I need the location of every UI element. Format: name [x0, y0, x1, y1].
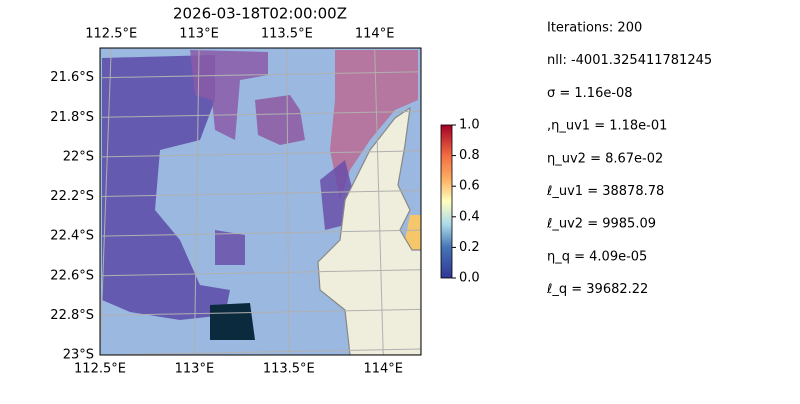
parallel [99, 190, 422, 198]
colorbar-tick-label: 0.2 [459, 240, 480, 255]
param-line: η_uv2 = 8.67e-02 [547, 151, 663, 166]
lon-label-bottom: 112.5°E [74, 362, 126, 377]
lon-label-bottom: 113°E [175, 362, 215, 377]
graticule [99, 47, 422, 356]
map-field [100, 48, 421, 355]
param-line: Iterations: 200 [547, 21, 642, 36]
lat-label: 23°S [63, 348, 94, 363]
parallel [99, 229, 422, 237]
param-line: ℓ_uv1 = 38878.78 [546, 184, 664, 199]
colorbar [440, 124, 453, 279]
map-frame [99, 47, 422, 356]
parallel [99, 269, 422, 277]
lon-label-top: 114°E [355, 27, 395, 42]
lat-label: 22.8°S [50, 308, 94, 323]
lon-label-top: 113°E [179, 27, 219, 42]
lon-label-bottom: 113.5°E [263, 362, 315, 377]
lat-label: 21.8°S [50, 110, 94, 125]
lon-label-top: 113.5°E [261, 27, 313, 42]
colorbar-tick-label: 0.8 [459, 148, 480, 163]
lat-label: 22.2°S [50, 189, 94, 204]
lon-label-bottom: 114°E [363, 362, 403, 377]
parallel [99, 308, 422, 316]
lat-label: 21.6°S [50, 70, 94, 85]
parallel [99, 71, 422, 79]
lat-label: 22.6°S [50, 268, 94, 283]
colorbar-tick-label: 0.0 [459, 271, 480, 286]
parallel [99, 348, 422, 356]
colorbar-tick-label: 1.0 [459, 118, 480, 133]
param-line: ℓ_q = 39682.22 [546, 282, 648, 297]
lat-label: 22.4°S [50, 229, 94, 244]
map-title: 2026-03-18T02:00:00Z [173, 5, 347, 23]
param-line: nll: -4001.325411781245 [547, 53, 712, 68]
meridian [286, 47, 290, 356]
meridian [193, 47, 200, 356]
param-line: η_q = 4.09e-05 [547, 249, 647, 264]
colorbar-tick-label: 0.6 [459, 179, 480, 194]
colorbar-tick-label: 0.4 [459, 209, 480, 224]
param-line: ,η_uv1 = 1.18e-01 [547, 119, 667, 134]
param-line: ℓ_uv2 = 9985.09 [546, 217, 656, 232]
lat-label: 22°S [63, 149, 94, 164]
meridian [99, 47, 112, 356]
param-line: σ = 1.16e-08 [547, 86, 633, 101]
parallel [99, 110, 422, 118]
lon-label-top: 112.5°E [85, 27, 137, 42]
parallel [99, 150, 422, 158]
meridian [374, 47, 384, 356]
